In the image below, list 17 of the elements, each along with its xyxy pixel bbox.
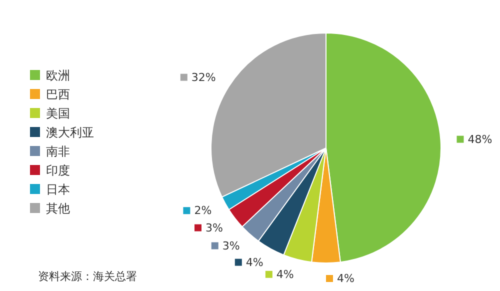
data-label: 32% [191,70,216,84]
legend-label: 欧洲 [46,68,70,82]
legend-label: 美国 [46,106,70,120]
legend-label: 其他 [46,202,70,216]
text: 资料来源：海关总署 [38,270,137,283]
data-label: 4% [276,268,294,281]
legend-label: 印度 [46,164,70,178]
legend-label: 日本 [46,182,70,196]
data-label: 3% [222,239,240,252]
data-label: 3% [205,221,223,234]
data-label: 2% [194,204,212,218]
legend-label: 巴西 [46,88,70,102]
data-label: 4% [337,272,354,285]
data-label: 48% [468,132,492,146]
legend-label: 澳大利亚 [46,126,94,140]
legend-label: 南非 [46,144,70,158]
data-label: 4% [246,256,264,269]
